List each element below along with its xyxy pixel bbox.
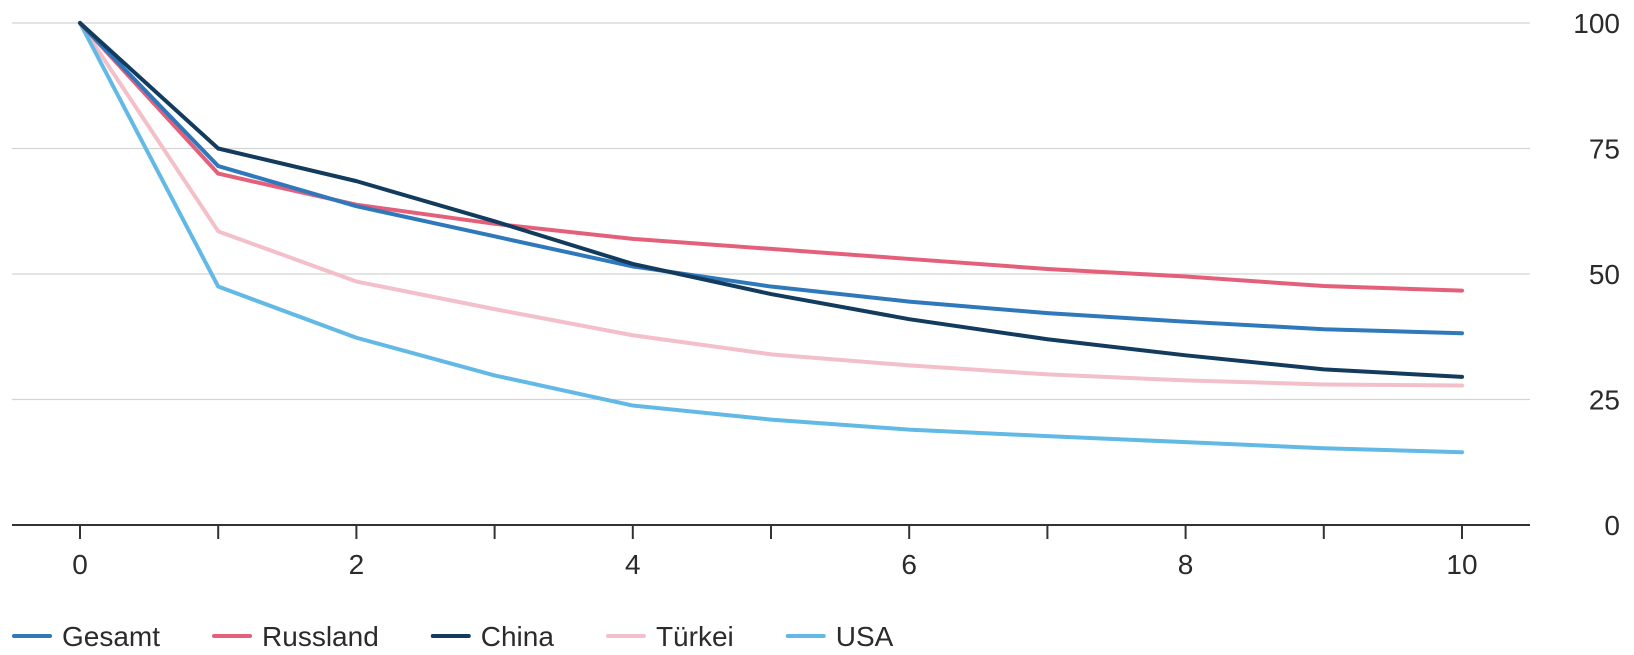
y-axis-tick-labels: 0 25 50 75 100 <box>1573 8 1620 541</box>
y-tick-label-50: 50 <box>1589 259 1620 290</box>
series-line-russland <box>78 21 1464 293</box>
x-tick-label-0: 0 <box>72 549 88 580</box>
y-tick-label-25: 25 <box>1589 385 1620 416</box>
y-tick-label-0: 0 <box>1604 510 1620 541</box>
legend-label-usa: USA <box>836 621 894 650</box>
legend: Gesamt Russland China Türkei USA <box>12 621 894 652</box>
series-line-china <box>78 21 1464 379</box>
series-line-türkei <box>78 21 1464 388</box>
legend-label-türkei: Türkei <box>656 621 734 650</box>
series-line-gesamt <box>78 21 1464 336</box>
x-tick-label-10: 10 <box>1446 549 1477 580</box>
x-tick-label-4: 4 <box>625 549 641 580</box>
legend-label-russland: Russland <box>262 621 379 650</box>
gridlines <box>12 22 1530 401</box>
legend-label-gesamt: Gesamt <box>62 621 160 650</box>
series-lines <box>78 21 1464 455</box>
legend-label-china: China <box>481 621 555 650</box>
x-tick-label-6: 6 <box>901 549 917 580</box>
series-line-usa <box>78 21 1464 455</box>
x-tick-label-8: 8 <box>1178 549 1194 580</box>
x-tick-label-2: 2 <box>349 549 365 580</box>
x-axis: 0 2 4 6 8 10 <box>12 524 1530 580</box>
y-tick-label-100: 100 <box>1573 8 1620 39</box>
y-tick-label-75: 75 <box>1589 134 1620 165</box>
